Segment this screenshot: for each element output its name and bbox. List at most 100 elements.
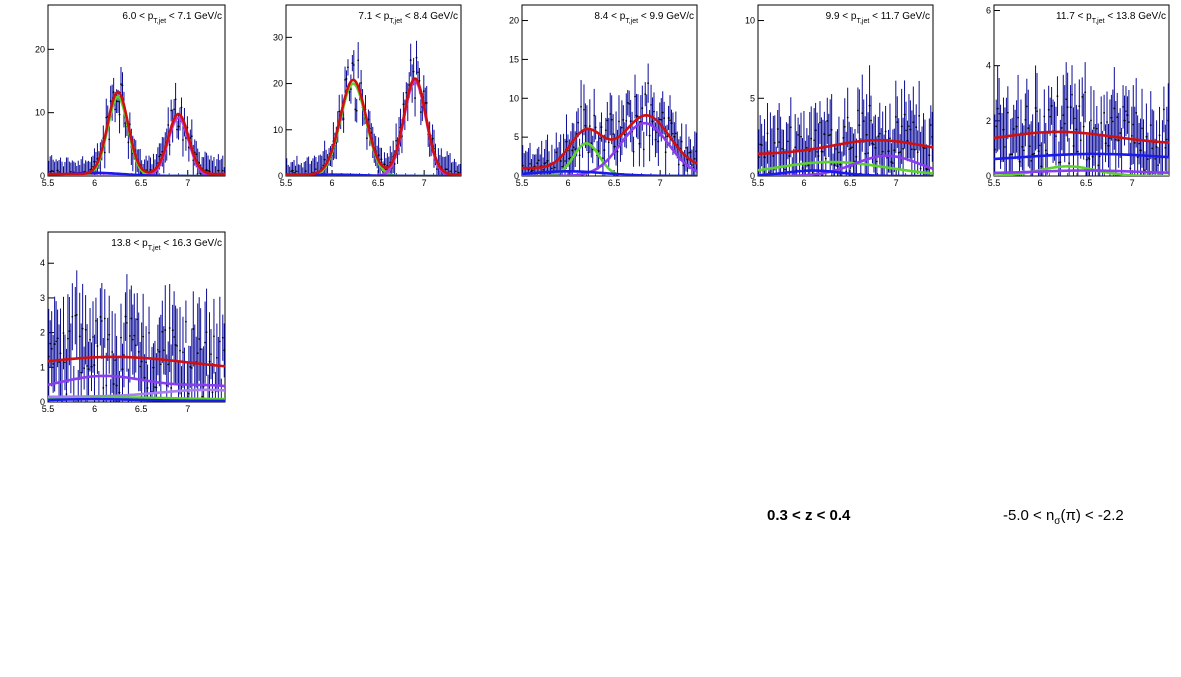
- data-point: [794, 146, 797, 149]
- data-point: [1145, 135, 1148, 138]
- data-point: [124, 315, 127, 318]
- data-point: [64, 361, 66, 364]
- data-point: [134, 344, 137, 347]
- y-tick-label: 2: [40, 328, 45, 338]
- data-point: [593, 114, 596, 117]
- data-point: [839, 163, 842, 166]
- data-point: [95, 319, 97, 322]
- data-point: [149, 168, 152, 171]
- data-point: [875, 160, 878, 163]
- data-point: [92, 336, 94, 338]
- x-tick-label: 5.5: [988, 178, 1001, 188]
- data-point: [174, 344, 177, 346]
- data-point: [616, 150, 619, 153]
- data-point: [620, 126, 623, 129]
- data-point: [689, 151, 692, 153]
- data-point: [919, 167, 922, 170]
- data-point: [114, 359, 117, 362]
- data-point: [1151, 147, 1154, 150]
- x-tick-label: 6: [802, 178, 807, 188]
- data-point: [848, 148, 851, 151]
- data-point: [830, 128, 833, 131]
- data-point: [884, 130, 887, 133]
- data-point: [865, 133, 868, 136]
- data-point: [664, 151, 667, 154]
- data-point: [871, 142, 874, 145]
- data-point: [902, 147, 905, 150]
- data-point: [613, 145, 616, 148]
- data-point: [162, 349, 165, 352]
- plot-area: [286, 40, 461, 176]
- data-point: [114, 108, 117, 111]
- data-point: [1081, 95, 1084, 98]
- data-point: [354, 108, 357, 111]
- plot-area: [758, 65, 933, 176]
- data-point: [342, 118, 345, 120]
- data-point: [130, 317, 133, 320]
- data-point: [143, 376, 146, 379]
- panel-title: 6.0 < pT,jet < 7.1 GeV/c: [122, 11, 222, 25]
- data-point: [623, 133, 626, 136]
- data-point: [417, 71, 419, 74]
- data-point: [1091, 155, 1094, 158]
- data-point: [530, 170, 533, 173]
- data-point: [868, 104, 871, 107]
- data-point: [768, 171, 770, 174]
- data-point: [1049, 115, 1052, 118]
- data-point: [48, 355, 50, 358]
- data-point: [784, 168, 786, 171]
- data-point: [83, 367, 86, 369]
- data-point: [1110, 116, 1113, 119]
- z-range-caption: 0.3 < z < 0.4: [767, 507, 851, 524]
- data-point: [896, 121, 899, 124]
- y-tick-label: 20: [509, 16, 519, 26]
- data-point: [1011, 153, 1014, 156]
- data-point: [886, 157, 888, 159]
- data-point: [760, 144, 763, 146]
- y-tick-label: 10: [35, 108, 45, 118]
- data-point: [559, 160, 562, 162]
- data-point: [52, 363, 55, 365]
- data-point: [838, 151, 840, 154]
- data-point: [351, 62, 354, 65]
- data-point: [600, 126, 603, 128]
- data-point: [1125, 110, 1127, 113]
- data-point: [1098, 155, 1101, 158]
- panel-title: 9.9 < pT,jet < 11.7 GeV/c: [826, 11, 930, 25]
- data-point: [833, 164, 836, 167]
- data-point: [851, 146, 853, 149]
- y-tick-label: 2: [986, 116, 991, 126]
- data-point: [1139, 149, 1142, 152]
- data-point: [55, 340, 58, 343]
- data-point: [891, 162, 894, 165]
- data-point: [159, 153, 162, 156]
- data-point: [599, 137, 601, 140]
- data-point: [108, 333, 111, 336]
- data-point: [690, 164, 693, 166]
- data-point: [412, 70, 415, 73]
- data-point: [522, 164, 524, 167]
- data-point: [1060, 127, 1063, 129]
- data-point: [773, 142, 776, 144]
- data-point: [906, 139, 909, 142]
- data-point: [574, 148, 577, 151]
- data-point: [142, 335, 145, 338]
- data-point: [855, 155, 858, 158]
- data-point: [543, 162, 546, 165]
- data-point: [912, 121, 915, 124]
- data-point: [578, 154, 581, 157]
- data-point: [998, 112, 1001, 115]
- plot-frame: [757, 4, 934, 177]
- data-point: [587, 151, 590, 154]
- data-point: [173, 336, 176, 338]
- data-point: [903, 113, 906, 116]
- data-point: [864, 152, 867, 155]
- data-point: [1113, 107, 1116, 110]
- data-point: [89, 338, 91, 341]
- data-point: [49, 342, 52, 345]
- data-point: [1069, 106, 1072, 109]
- data-point: [913, 148, 916, 151]
- data-point: [59, 352, 62, 355]
- fit-curve-blue: [994, 152, 1169, 161]
- data-point: [647, 82, 650, 85]
